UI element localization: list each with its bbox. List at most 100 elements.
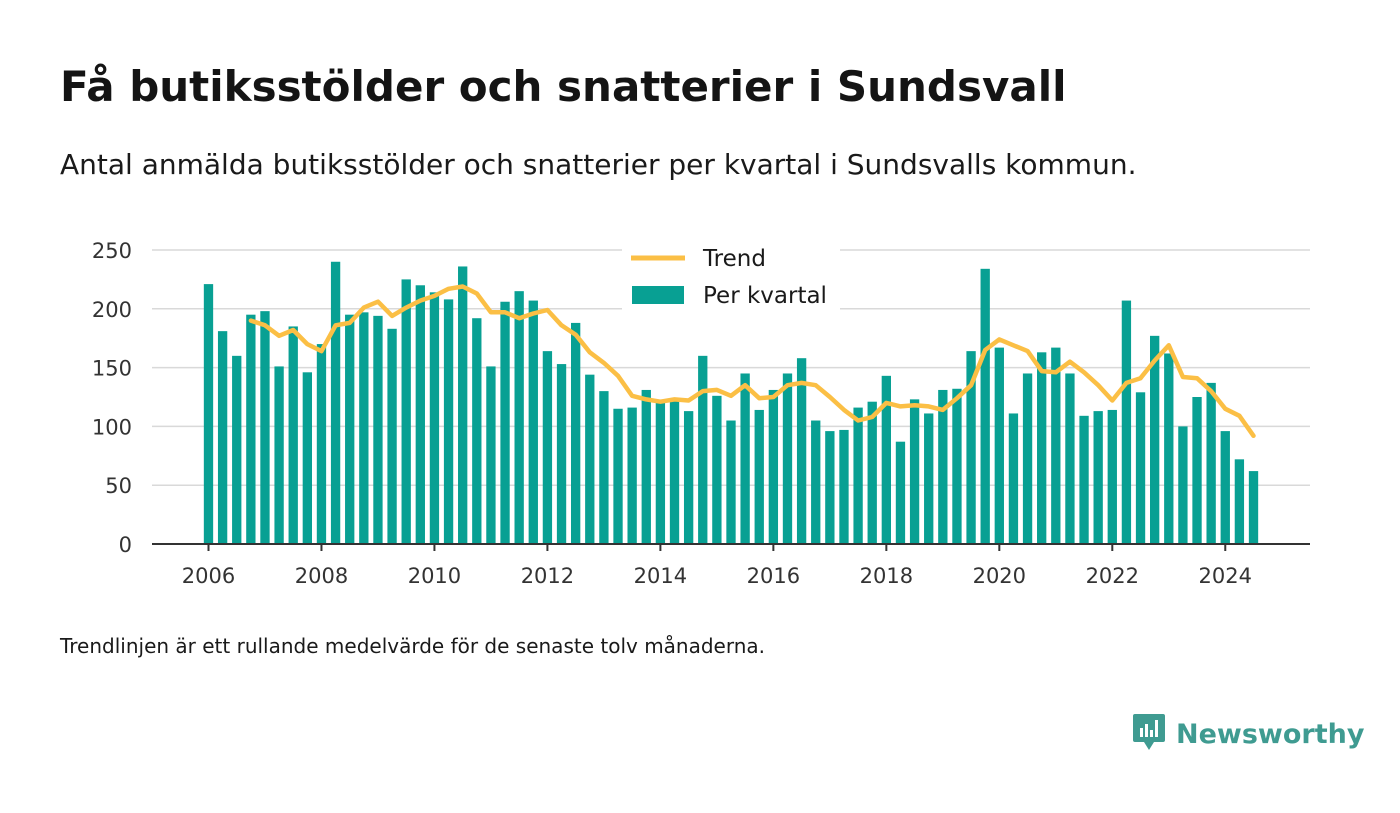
bar (740, 373, 750, 544)
y-tick-label: 150 (92, 357, 132, 381)
brand-logo[interactable]: Newsworthy (1132, 712, 1364, 756)
bar (472, 318, 482, 544)
bar (825, 431, 835, 544)
bar (782, 373, 793, 544)
bar (570, 322, 581, 544)
x-tick-label: 2018 (860, 564, 913, 588)
bar (1192, 397, 1202, 544)
bar (1107, 409, 1117, 544)
bar (1234, 459, 1245, 544)
x-tick-label: 2008 (295, 564, 348, 588)
x-tick-label: 2024 (1199, 564, 1252, 588)
y-tick-label: 50 (105, 474, 132, 498)
legend-label: Per kvartal (703, 283, 827, 309)
bar (599, 391, 609, 544)
chart-subtitle: Antal anmälda butiksstölder och snatteri… (60, 148, 1137, 181)
bar (1220, 431, 1230, 544)
bar (542, 351, 553, 544)
bar (712, 395, 722, 544)
bar (613, 408, 623, 544)
bar (1079, 415, 1089, 544)
bar (500, 301, 510, 544)
bar (909, 399, 920, 544)
bar (585, 374, 595, 544)
y-tick-label: 0 (119, 533, 132, 557)
bar (627, 407, 637, 544)
bar (980, 268, 990, 544)
chart: 0 50 100 150 200 250 2006 2008 2010 2012 2014 2016 2… (91, 236, 1310, 588)
bar (1065, 373, 1075, 544)
trend-series (248, 284, 1256, 439)
bar (345, 314, 355, 544)
bar (655, 401, 666, 544)
bar (1135, 392, 1146, 544)
bar-series (203, 261, 1259, 544)
bar (1093, 411, 1103, 544)
bar (924, 413, 934, 544)
legend: Trend Per kvartal (622, 236, 840, 312)
bar (796, 358, 807, 544)
bar (415, 285, 425, 544)
bar (359, 312, 369, 544)
y-tick-label: 250 (92, 239, 132, 263)
bar (1248, 471, 1259, 544)
bar (274, 366, 284, 544)
bar (726, 420, 736, 544)
bar (1037, 352, 1047, 544)
y-tick-label: 100 (92, 415, 132, 439)
bar (217, 331, 228, 544)
x-tick-label: 2016 (747, 564, 800, 588)
bar (641, 389, 651, 544)
x-tick-label: 2022 (1086, 564, 1139, 588)
bar (952, 388, 962, 544)
bar (288, 326, 298, 544)
bar (1206, 382, 1216, 544)
bar (1164, 353, 1174, 544)
y-tick-label: 200 (92, 298, 132, 322)
bar (1149, 335, 1160, 544)
legend-swatch-bar (632, 286, 684, 304)
x-tick-label: 2014 (634, 564, 687, 588)
bar (811, 420, 821, 544)
bar (514, 291, 524, 544)
bar (994, 347, 1004, 544)
bar (1008, 413, 1019, 544)
bar (429, 292, 440, 544)
bar (895, 441, 906, 544)
bar (443, 299, 454, 544)
bar (302, 372, 313, 544)
brand-name: Newsworthy (1176, 718, 1365, 750)
bar (966, 351, 976, 544)
bar (853, 407, 863, 544)
bar (867, 401, 877, 544)
bar (458, 266, 468, 544)
x-tick-label: 2020 (973, 564, 1026, 588)
bar (330, 261, 341, 544)
bar (698, 355, 708, 544)
bar (387, 328, 397, 544)
bar (839, 429, 849, 544)
bar (528, 300, 538, 544)
footnote: Trendlinjen är ett rullande medelvärde f… (60, 634, 766, 658)
bar (881, 375, 892, 544)
bar (401, 279, 411, 544)
x-tick-label: 2006 (182, 564, 235, 588)
bar (754, 409, 764, 544)
bar (768, 389, 779, 544)
bar (232, 355, 242, 544)
chart-title: Få butiksstölder och snatterier i Sundsv… (60, 62, 1067, 111)
axes: 0 50 100 150 200 250 2006 2008 2010 2012 2014 2016 2… (92, 239, 1310, 588)
trend-line (248, 284, 1256, 439)
bar (1051, 347, 1061, 544)
bar (1121, 300, 1132, 544)
x-tick-label: 2012 (521, 564, 574, 588)
legend-label: Trend (702, 246, 766, 272)
bar (669, 400, 680, 544)
bar (1022, 373, 1033, 544)
bar (1178, 426, 1188, 544)
bar (486, 366, 496, 544)
newsworthy-logo-icon (1132, 712, 1166, 756)
bar (938, 389, 948, 544)
bar (203, 284, 214, 544)
bar (246, 314, 256, 544)
